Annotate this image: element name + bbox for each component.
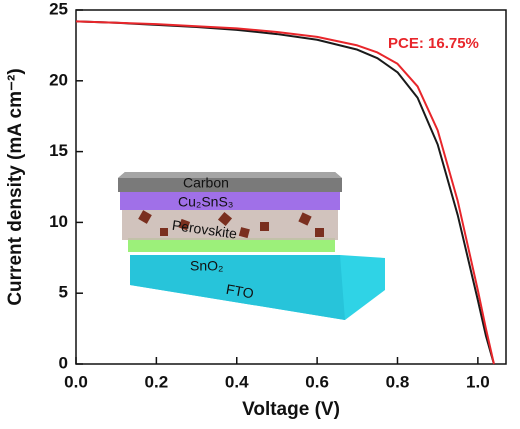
x-tick-label: 1.0 bbox=[466, 372, 490, 391]
y-tick-label: 5 bbox=[59, 283, 68, 302]
inset-label: FTO bbox=[225, 281, 255, 302]
y-tick-label: 25 bbox=[49, 0, 68, 18]
y-tick-label: 20 bbox=[49, 70, 68, 89]
inset-label: SnO₂ bbox=[190, 258, 223, 274]
perovskite-layer bbox=[122, 208, 338, 240]
annotation: PCE: 16.75% bbox=[388, 35, 479, 52]
x-tick-label: 0.2 bbox=[145, 372, 169, 391]
y-tick-label: 10 bbox=[49, 212, 68, 231]
inset-label: Carbon bbox=[183, 175, 229, 191]
x-tick-label: 0.0 bbox=[64, 372, 88, 391]
x-axis-label: Voltage (V) bbox=[242, 399, 340, 420]
perovskite-crystals bbox=[138, 210, 324, 239]
jv-curve bbox=[75, 20, 495, 365]
x-tick-label: 0.8 bbox=[386, 372, 410, 391]
sno2-layer bbox=[128, 238, 335, 252]
x-tick-label: 0.6 bbox=[305, 372, 329, 391]
plot-frame bbox=[75, 9, 507, 365]
inset-label: Cu₂SnS₃ bbox=[178, 194, 234, 210]
inset-device bbox=[118, 172, 385, 320]
y-axis-label: Current density (mA cm⁻²) bbox=[5, 68, 26, 305]
x-tick-label: 0.4 bbox=[225, 372, 249, 391]
y-tick-label: 15 bbox=[49, 141, 68, 160]
fto-front bbox=[130, 255, 345, 320]
y-tick-label: 0 bbox=[59, 353, 68, 372]
cu2sns3-layer bbox=[120, 190, 340, 210]
carbon-top bbox=[118, 172, 342, 178]
